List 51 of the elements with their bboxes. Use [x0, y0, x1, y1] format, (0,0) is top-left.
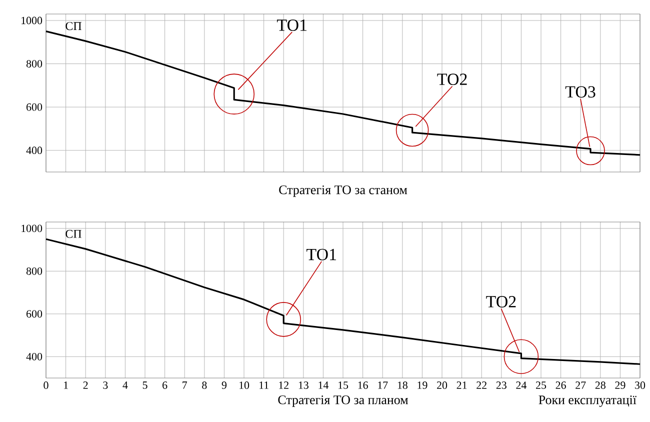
- x-tick-label: 26: [556, 382, 566, 389]
- x-tick-label: 23: [496, 382, 506, 389]
- x-tick-label: 21: [456, 382, 467, 389]
- x-tick-label: 0: [44, 382, 48, 389]
- x-tick-label: 20: [437, 382, 448, 389]
- x-tick-label: 25: [536, 382, 546, 389]
- y-tick-label: 600: [26, 103, 42, 111]
- x-tick-label: 30: [635, 382, 646, 389]
- y-tick-label: 1000: [22, 224, 42, 232]
- x-tick-label: 4: [122, 382, 128, 389]
- x-tick-label: 24: [516, 382, 527, 389]
- x-tick-label: 5: [142, 382, 148, 389]
- x-tick-label: 2: [83, 382, 88, 389]
- x-tick-label: 11: [260, 382, 268, 389]
- y-tick-label: 400: [26, 352, 42, 360]
- x-tick-label: 14: [318, 382, 329, 389]
- annotation: ТО2: [437, 74, 467, 86]
- x-tick-label: 18: [398, 382, 408, 389]
- line-series: [45, 30, 641, 156]
- x-tick-label: 6: [162, 382, 168, 389]
- y-tick-label: 800: [26, 60, 42, 68]
- x-tick-label: 29: [615, 382, 626, 389]
- y-tick-label: 600: [26, 310, 42, 318]
- x-tick-label: 13: [298, 382, 308, 389]
- x-tick-label: 28: [595, 382, 606, 389]
- x-tick-label: 12: [279, 382, 288, 389]
- x-axis-title: Роки експлуатації: [538, 396, 636, 407]
- x-tick-label: 17: [378, 382, 388, 389]
- x-tick-label: 19: [418, 382, 428, 389]
- x-tick-label: 7: [182, 382, 188, 389]
- series-label: СП: [66, 22, 82, 30]
- series-label: СП: [66, 230, 82, 238]
- x-tick-label: 1: [64, 382, 68, 389]
- x-tick-label: 16: [358, 382, 368, 389]
- x-tick-label: 22: [476, 382, 486, 389]
- x-tick-label: 3: [103, 382, 108, 389]
- x-tick-label: 8: [202, 382, 207, 389]
- y-tick-label: 1000: [22, 16, 42, 24]
- annotation: ТО2: [486, 296, 516, 308]
- annotation: ТО1: [306, 248, 336, 260]
- y-tick-label: 400: [26, 146, 42, 154]
- x-tick-label: 27: [576, 382, 586, 389]
- x-tick-label: 9: [222, 382, 226, 389]
- text: Стратегія ТО за станом: [279, 186, 408, 197]
- annotation: ТО1: [277, 20, 307, 31]
- text: Стратегія ТО за планом: [278, 396, 408, 407]
- annotation: ТО3: [565, 86, 596, 98]
- y-tick-label: 800: [26, 267, 42, 275]
- x-tick-label: 15: [338, 382, 348, 389]
- line-series: [45, 238, 641, 365]
- x-tick-label: 10: [239, 382, 250, 389]
